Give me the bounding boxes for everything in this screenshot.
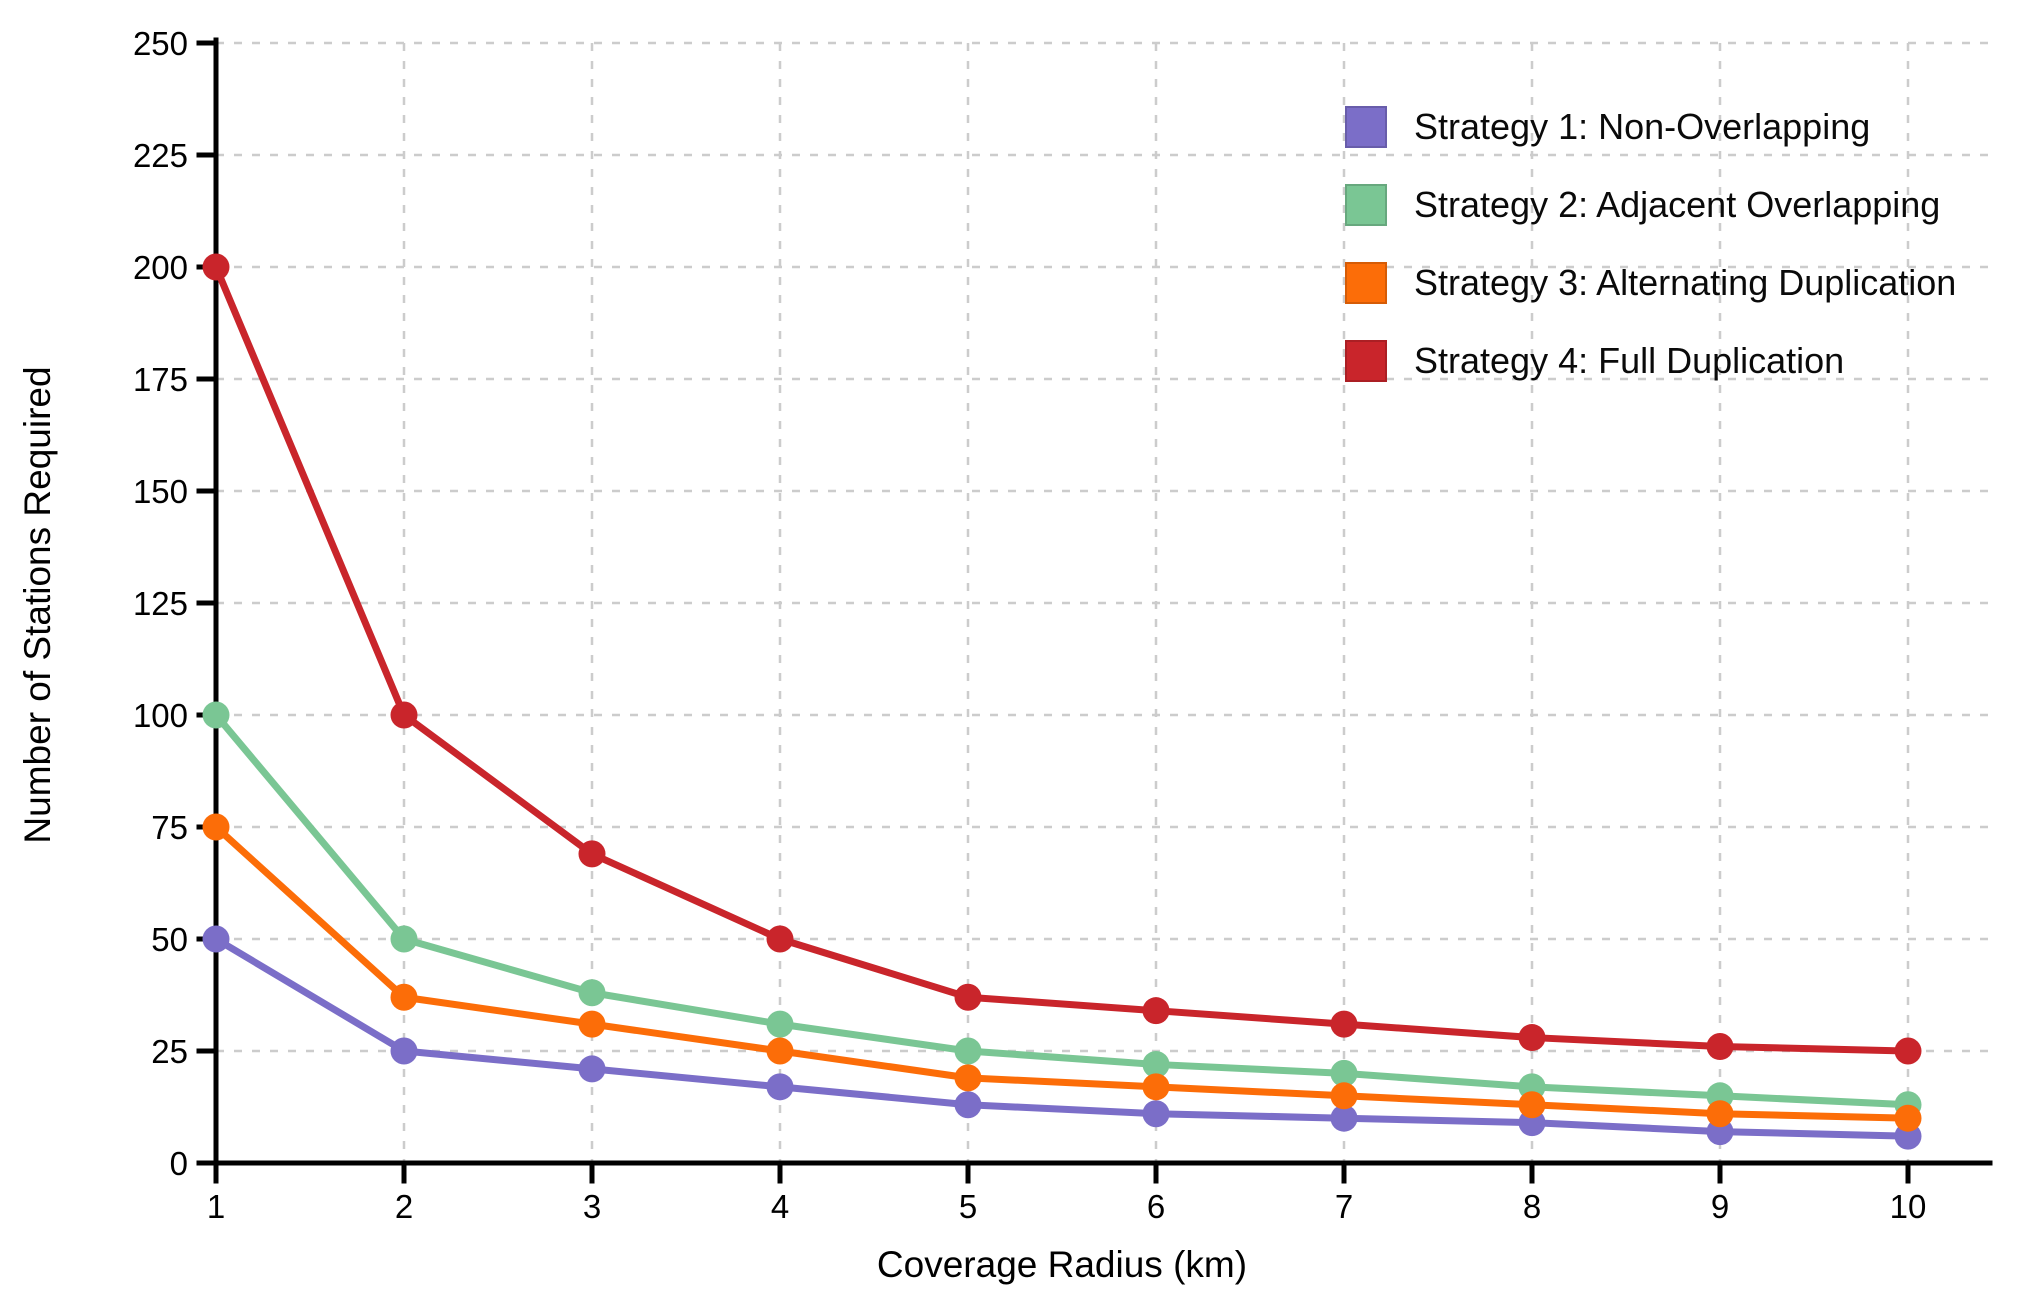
data-point <box>1894 1104 1922 1132</box>
y-tick-label: 0 <box>170 1145 188 1182</box>
data-point <box>954 1091 982 1119</box>
series-4 <box>202 253 1922 1065</box>
x-tick-label: 8 <box>1523 1188 1541 1225</box>
series-line <box>212 263 1912 1055</box>
data-point <box>202 813 230 841</box>
x-tick-label: 2 <box>395 1188 413 1225</box>
data-point <box>1330 1104 1358 1132</box>
x-tick-label: 4 <box>771 1188 789 1225</box>
data-point <box>766 1037 794 1065</box>
x-tick-label: 9 <box>1711 1188 1729 1225</box>
y-tick-label: 175 <box>133 361 188 398</box>
data-point <box>1330 1082 1358 1110</box>
y-tick-label: 150 <box>133 473 188 510</box>
legend-item: Strategy 3: Alternating Duplication <box>1345 244 1956 322</box>
y-tick-label: 125 <box>133 585 188 622</box>
series-line <box>212 823 1912 1122</box>
y-tick-label: 225 <box>133 137 188 174</box>
data-point <box>1142 1100 1170 1128</box>
x-tick-label: 7 <box>1335 1188 1353 1225</box>
y-tick-label: 25 <box>151 1033 188 1070</box>
x-axis-title: Coverage Radius (km) <box>876 1244 1248 1285</box>
legend-swatch-strategy-4 <box>1345 340 1387 382</box>
y-tick-label: 200 <box>133 249 188 286</box>
data-point <box>1894 1037 1922 1065</box>
y-tick-label: 250 <box>133 25 188 62</box>
series-1 <box>202 925 1922 1150</box>
data-point <box>954 983 982 1011</box>
series-line <box>212 935 1912 1140</box>
data-point <box>390 925 418 953</box>
data-point <box>202 253 230 281</box>
x-tick-label: 6 <box>1147 1188 1165 1225</box>
legend-item: Strategy 1: Non-Overlapping <box>1345 88 1956 166</box>
data-point <box>954 1064 982 1092</box>
data-point <box>390 701 418 729</box>
legend-item: Strategy 4: Full Duplication <box>1345 322 1956 400</box>
x-tick-label: 5 <box>959 1188 977 1225</box>
legend-swatch-strategy-2 <box>1345 184 1387 226</box>
data-point <box>1142 1050 1170 1078</box>
series-line <box>212 711 1912 1109</box>
x-tick-label: 3 <box>583 1188 601 1225</box>
y-tick-label: 50 <box>151 921 188 958</box>
data-point <box>766 925 794 953</box>
data-point <box>1330 1010 1358 1038</box>
data-point <box>766 1010 794 1038</box>
data-point <box>1706 1033 1734 1061</box>
data-point <box>202 701 230 729</box>
y-tick-label: 100 <box>133 697 188 734</box>
data-point <box>390 983 418 1011</box>
legend-label: Strategy 1: Non-Overlapping <box>1414 106 1871 147</box>
y-axis-title: Number of Stations Required <box>17 366 58 844</box>
data-point <box>390 1037 418 1065</box>
data-point <box>578 979 606 1007</box>
x-tick-label: 10 <box>1890 1188 1927 1225</box>
legend-swatch-strategy-1 <box>1345 106 1387 148</box>
data-point <box>954 1037 982 1065</box>
data-point <box>766 1073 794 1101</box>
series-3 <box>202 813 1922 1132</box>
y-tick-label: 75 <box>151 809 188 846</box>
legend-label: Strategy 2: Adjacent Overlapping <box>1414 184 1941 225</box>
data-point <box>578 840 606 868</box>
legend: Strategy 1: Non-Overlapping Strategy 2: … <box>1345 88 1956 400</box>
data-point <box>1330 1059 1358 1087</box>
legend-label: Strategy 4: Full Duplication <box>1414 340 1845 381</box>
legend-item: Strategy 2: Adjacent Overlapping <box>1345 166 1956 244</box>
data-point <box>202 925 230 953</box>
data-point <box>1518 1091 1546 1119</box>
data-point <box>1518 1024 1546 1052</box>
legend-label: Strategy 3: Alternating Duplication <box>1414 262 1957 303</box>
data-point <box>1142 1073 1170 1101</box>
legend-swatch-strategy-3 <box>1345 262 1387 304</box>
data-point <box>578 1055 606 1083</box>
x-tick-label: 1 <box>207 1188 225 1225</box>
data-point <box>1142 997 1170 1025</box>
data-point <box>1706 1100 1734 1128</box>
tick-labels: 0 25 50 75 100 125 150 175 200 225 250 1 2 3 4 5 6 7 8 9 10 <box>133 25 1926 1225</box>
data-point <box>578 1010 606 1038</box>
